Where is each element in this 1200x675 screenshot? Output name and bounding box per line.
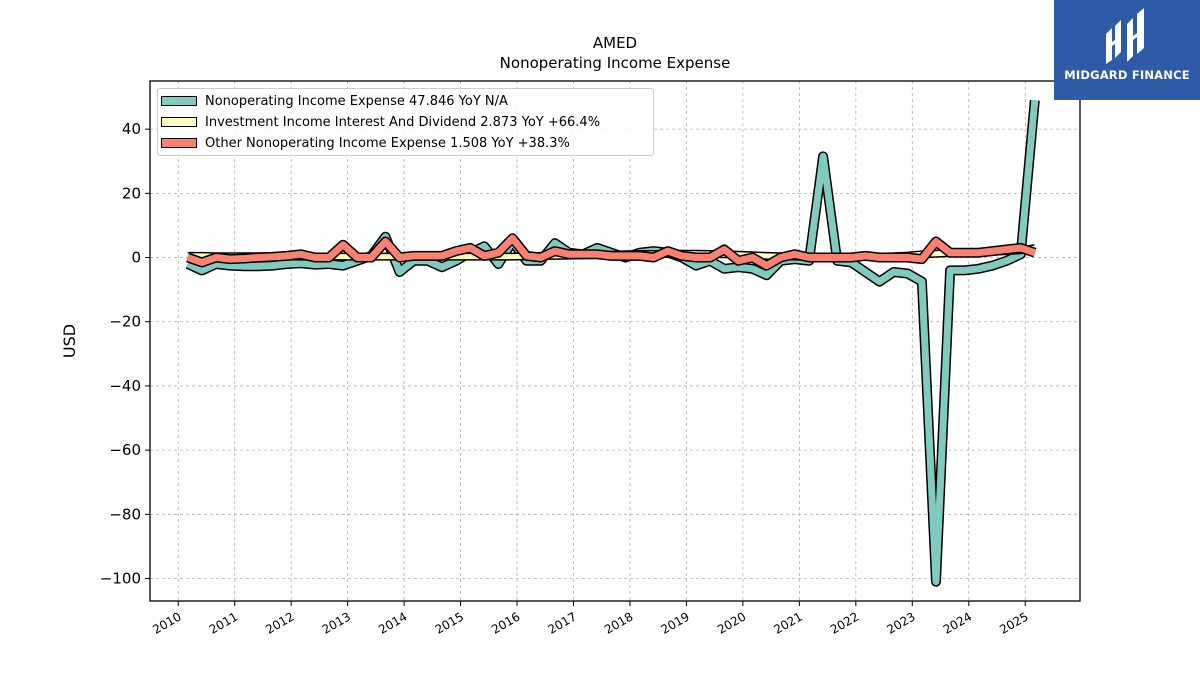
chart-title: AMED xyxy=(593,34,637,52)
y-tick-label: −20 xyxy=(109,313,141,331)
x-tick-label: 2011 xyxy=(207,609,240,636)
y-tick-label: −40 xyxy=(109,377,141,395)
midgard-monogram-icon xyxy=(1106,8,1144,64)
series-0 xyxy=(185,99,1040,587)
legend: Nonoperating Income Expense 47.846 YoY N… xyxy=(157,88,654,156)
legend-swatch xyxy=(161,96,197,106)
series-line xyxy=(186,234,1036,270)
midgard-finance-logo: MIDGARD FINANCE xyxy=(1054,0,1200,100)
x-tick-label: 2015 xyxy=(433,609,466,636)
x-tick-label: 2021 xyxy=(771,609,804,636)
series-outline xyxy=(185,99,1040,587)
legend-label: Other Nonoperating Income Expense 1.508 … xyxy=(205,135,570,151)
logo-text: MIDGARD FINANCE xyxy=(1064,68,1190,82)
series-line xyxy=(186,99,1039,586)
y-axis-label: USD xyxy=(60,324,79,358)
x-tick-label: 2020 xyxy=(715,609,748,636)
x-tick-label: 2010 xyxy=(150,609,183,636)
plot-area xyxy=(185,99,1040,587)
x-tick-label: 2022 xyxy=(828,609,861,636)
legend-item: Investment Income Interest And Dividend … xyxy=(158,112,600,132)
y-tick-label: −100 xyxy=(100,570,141,588)
x-tick-label: 2025 xyxy=(997,609,1030,636)
x-tick-label: 2023 xyxy=(884,609,917,636)
x-tick-label: 2016 xyxy=(489,609,522,636)
plot-frame xyxy=(149,80,1081,602)
y-tick-label: 0 xyxy=(131,249,141,267)
x-tick-label: 2014 xyxy=(376,609,409,636)
x-tick-label: 2024 xyxy=(941,609,974,636)
legend-swatch xyxy=(161,138,197,148)
legend-item: Other Nonoperating Income Expense 1.508 … xyxy=(158,133,570,153)
x-tick-label: 2013 xyxy=(320,609,353,636)
y-tick-label: 20 xyxy=(122,184,141,202)
series-2 xyxy=(186,233,1037,271)
y-tick-label: −60 xyxy=(109,441,141,459)
legend-swatch xyxy=(161,117,197,127)
axes: 2010 2011 2012 2013 2014 2015 2016 2017 2018 2019… xyxy=(100,120,1031,637)
chart-subtitle: Nonoperating Income Expense xyxy=(500,54,731,72)
x-tick-label: 2012 xyxy=(263,609,296,636)
legend-item: Nonoperating Income Expense 47.846 YoY N… xyxy=(158,91,508,111)
y-tick-label: −80 xyxy=(109,505,141,523)
legend-label: Investment Income Interest And Dividend … xyxy=(205,114,601,130)
legend-label: Nonoperating Income Expense 47.846 YoY N… xyxy=(205,93,508,109)
x-tick-label: 2018 xyxy=(602,609,635,636)
x-tick-label: 2019 xyxy=(658,609,691,636)
x-tick-label: 2017 xyxy=(546,609,579,636)
y-tick-label: 40 xyxy=(122,120,141,138)
